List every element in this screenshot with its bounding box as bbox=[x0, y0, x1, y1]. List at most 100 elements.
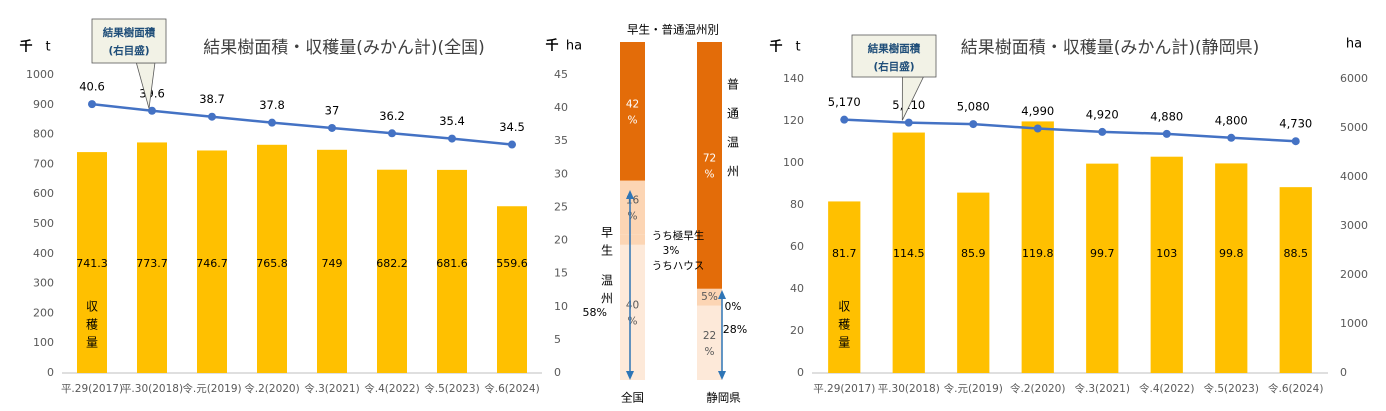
line-point bbox=[328, 123, 336, 132]
wase-label: 早 bbox=[601, 226, 613, 240]
line-value-label: 4,800 bbox=[1215, 113, 1248, 127]
y-tick-label-left: 100 bbox=[783, 156, 804, 169]
x-tick-label: 静岡県 bbox=[706, 391, 741, 405]
line-point bbox=[1227, 133, 1236, 142]
bar-series-label: 収 bbox=[838, 300, 850, 314]
line-value-label: 4,730 bbox=[1279, 117, 1312, 131]
y-tick-label-right: 4000 bbox=[1340, 170, 1368, 183]
wase-label: 生 bbox=[601, 244, 613, 258]
x-tick-label: 令.6(2024) bbox=[484, 382, 539, 395]
y-tick-label-right: 5 bbox=[554, 333, 561, 346]
line-value-label: 37.8 bbox=[259, 98, 285, 112]
x-tick-label: 令.元(2019) bbox=[182, 382, 241, 395]
chart-title: 結果樹面積・収穫量(みかん計)(全国) bbox=[203, 38, 485, 58]
x-tick-label: 令.6(2024) bbox=[1268, 382, 1323, 395]
segment-wase-other bbox=[620, 180, 645, 235]
x-tick-label: 平.29(2017) bbox=[61, 383, 123, 395]
gokuwase-label: うち極早生 bbox=[652, 229, 705, 242]
area-line bbox=[91, 102, 513, 146]
line-value-label: 4,990 bbox=[1021, 104, 1054, 118]
line-value-label: 4,920 bbox=[1086, 107, 1119, 121]
bar-value-label: 746.7 bbox=[196, 257, 228, 270]
x-tick-label: 令.元(2019) bbox=[944, 382, 1003, 395]
line-point bbox=[388, 129, 396, 138]
futsu-label: 州 bbox=[727, 165, 739, 179]
callout-text: 結果樹面積 bbox=[103, 26, 156, 39]
line-value-label: 36.2 bbox=[379, 109, 405, 123]
line-point bbox=[1098, 127, 1107, 136]
bar-series-label: 量 bbox=[86, 336, 98, 350]
combo-chart-0: 結果樹面積・収穫量(みかん計)(全国)千 t 千 ha0100200300400500… bbox=[19, 18, 582, 395]
y-tick-label-right: 45 bbox=[554, 68, 568, 81]
y-tick-label-left: 0 bbox=[797, 366, 804, 379]
bar-value-label: 773.7 bbox=[136, 257, 168, 270]
bar-value-label: 85.9 bbox=[961, 247, 986, 260]
segment-wase bbox=[697, 305, 722, 380]
line-point bbox=[148, 106, 156, 115]
line-point bbox=[1291, 137, 1300, 146]
segment-gokuwase bbox=[620, 234, 645, 245]
bar bbox=[317, 149, 347, 373]
bar-value-label: 682.2 bbox=[376, 257, 408, 270]
y-tick-label-right: 10 bbox=[554, 300, 568, 313]
y-tick-label-left: 40 bbox=[790, 282, 804, 295]
bar bbox=[1279, 187, 1312, 373]
bar bbox=[1021, 121, 1054, 373]
bar-value-label: 559.6 bbox=[496, 257, 528, 270]
bar-value-label: 114.5 bbox=[893, 247, 925, 260]
bar-value-label: 99.7 bbox=[1090, 247, 1115, 260]
bar bbox=[1215, 163, 1248, 373]
bar-value-label: 99.8 bbox=[1219, 247, 1244, 260]
y-tick-label-right: 6000 bbox=[1340, 72, 1368, 85]
segment-label: 22 bbox=[703, 330, 716, 342]
bar bbox=[497, 206, 527, 373]
y-tick-label-right: 35 bbox=[554, 134, 568, 147]
y-tick-label-right: 0 bbox=[554, 366, 561, 379]
line-value-label: 37 bbox=[325, 103, 340, 117]
line-point bbox=[208, 112, 216, 121]
wase-label: 州 bbox=[601, 292, 613, 306]
bar bbox=[137, 142, 167, 373]
segment-label-unit: % bbox=[628, 114, 638, 126]
line-value-label: 4,880 bbox=[1150, 109, 1183, 123]
chart-title: 結果樹面積・収穫量(みかん計)(静岡県) bbox=[961, 38, 1260, 58]
y-tick-label-left: 800 bbox=[33, 128, 54, 141]
line-point bbox=[508, 140, 516, 149]
line-value-label: 38.7 bbox=[199, 92, 225, 106]
y-tick-label-right: 20 bbox=[554, 234, 568, 247]
line-point bbox=[904, 118, 913, 127]
x-tick-label: 全国 bbox=[621, 391, 644, 405]
y-axis-unit-right-ha: ha bbox=[566, 39, 582, 54]
x-tick-label: 令.3(2021) bbox=[304, 382, 359, 395]
bar bbox=[77, 152, 107, 373]
y-tick-label-right: 25 bbox=[554, 200, 568, 213]
y-tick-label-left: 80 bbox=[790, 198, 804, 211]
wase-arrow-national-head-top bbox=[626, 190, 634, 199]
segment-label-unit: % bbox=[705, 168, 715, 180]
line-point bbox=[840, 115, 849, 124]
chart-title: 早生・普通温州別 bbox=[627, 23, 719, 37]
bar-series-label: 穫 bbox=[838, 318, 850, 332]
y-tick-label-left: 400 bbox=[33, 247, 54, 260]
y-tick-label-right: 30 bbox=[554, 167, 568, 180]
y-tick-label-left: 900 bbox=[33, 98, 54, 111]
bar bbox=[1086, 163, 1119, 373]
callout-box bbox=[851, 34, 937, 78]
x-tick-label: 令.3(2021) bbox=[1075, 382, 1130, 395]
segment-label-house: 5% bbox=[701, 291, 718, 303]
segment-label: 42 bbox=[626, 98, 639, 110]
bar bbox=[257, 144, 287, 373]
y-tick-label-left: 100 bbox=[33, 336, 54, 349]
callout-subtext: (右目盛) bbox=[108, 44, 149, 57]
callout-text: 結果樹面積 bbox=[868, 42, 921, 55]
segment-futsu bbox=[620, 42, 645, 181]
segment-wase bbox=[620, 244, 645, 380]
line-value-label: 34.5 bbox=[499, 120, 525, 134]
y-tick-label-right: 0 bbox=[1340, 366, 1347, 379]
bar-value-label: 681.6 bbox=[436, 257, 468, 270]
x-tick-label: 平.29(2017) bbox=[813, 383, 875, 395]
area-line bbox=[844, 118, 1296, 143]
wase-label: 温 bbox=[601, 274, 613, 288]
y-tick-label-right: 40 bbox=[554, 101, 568, 114]
